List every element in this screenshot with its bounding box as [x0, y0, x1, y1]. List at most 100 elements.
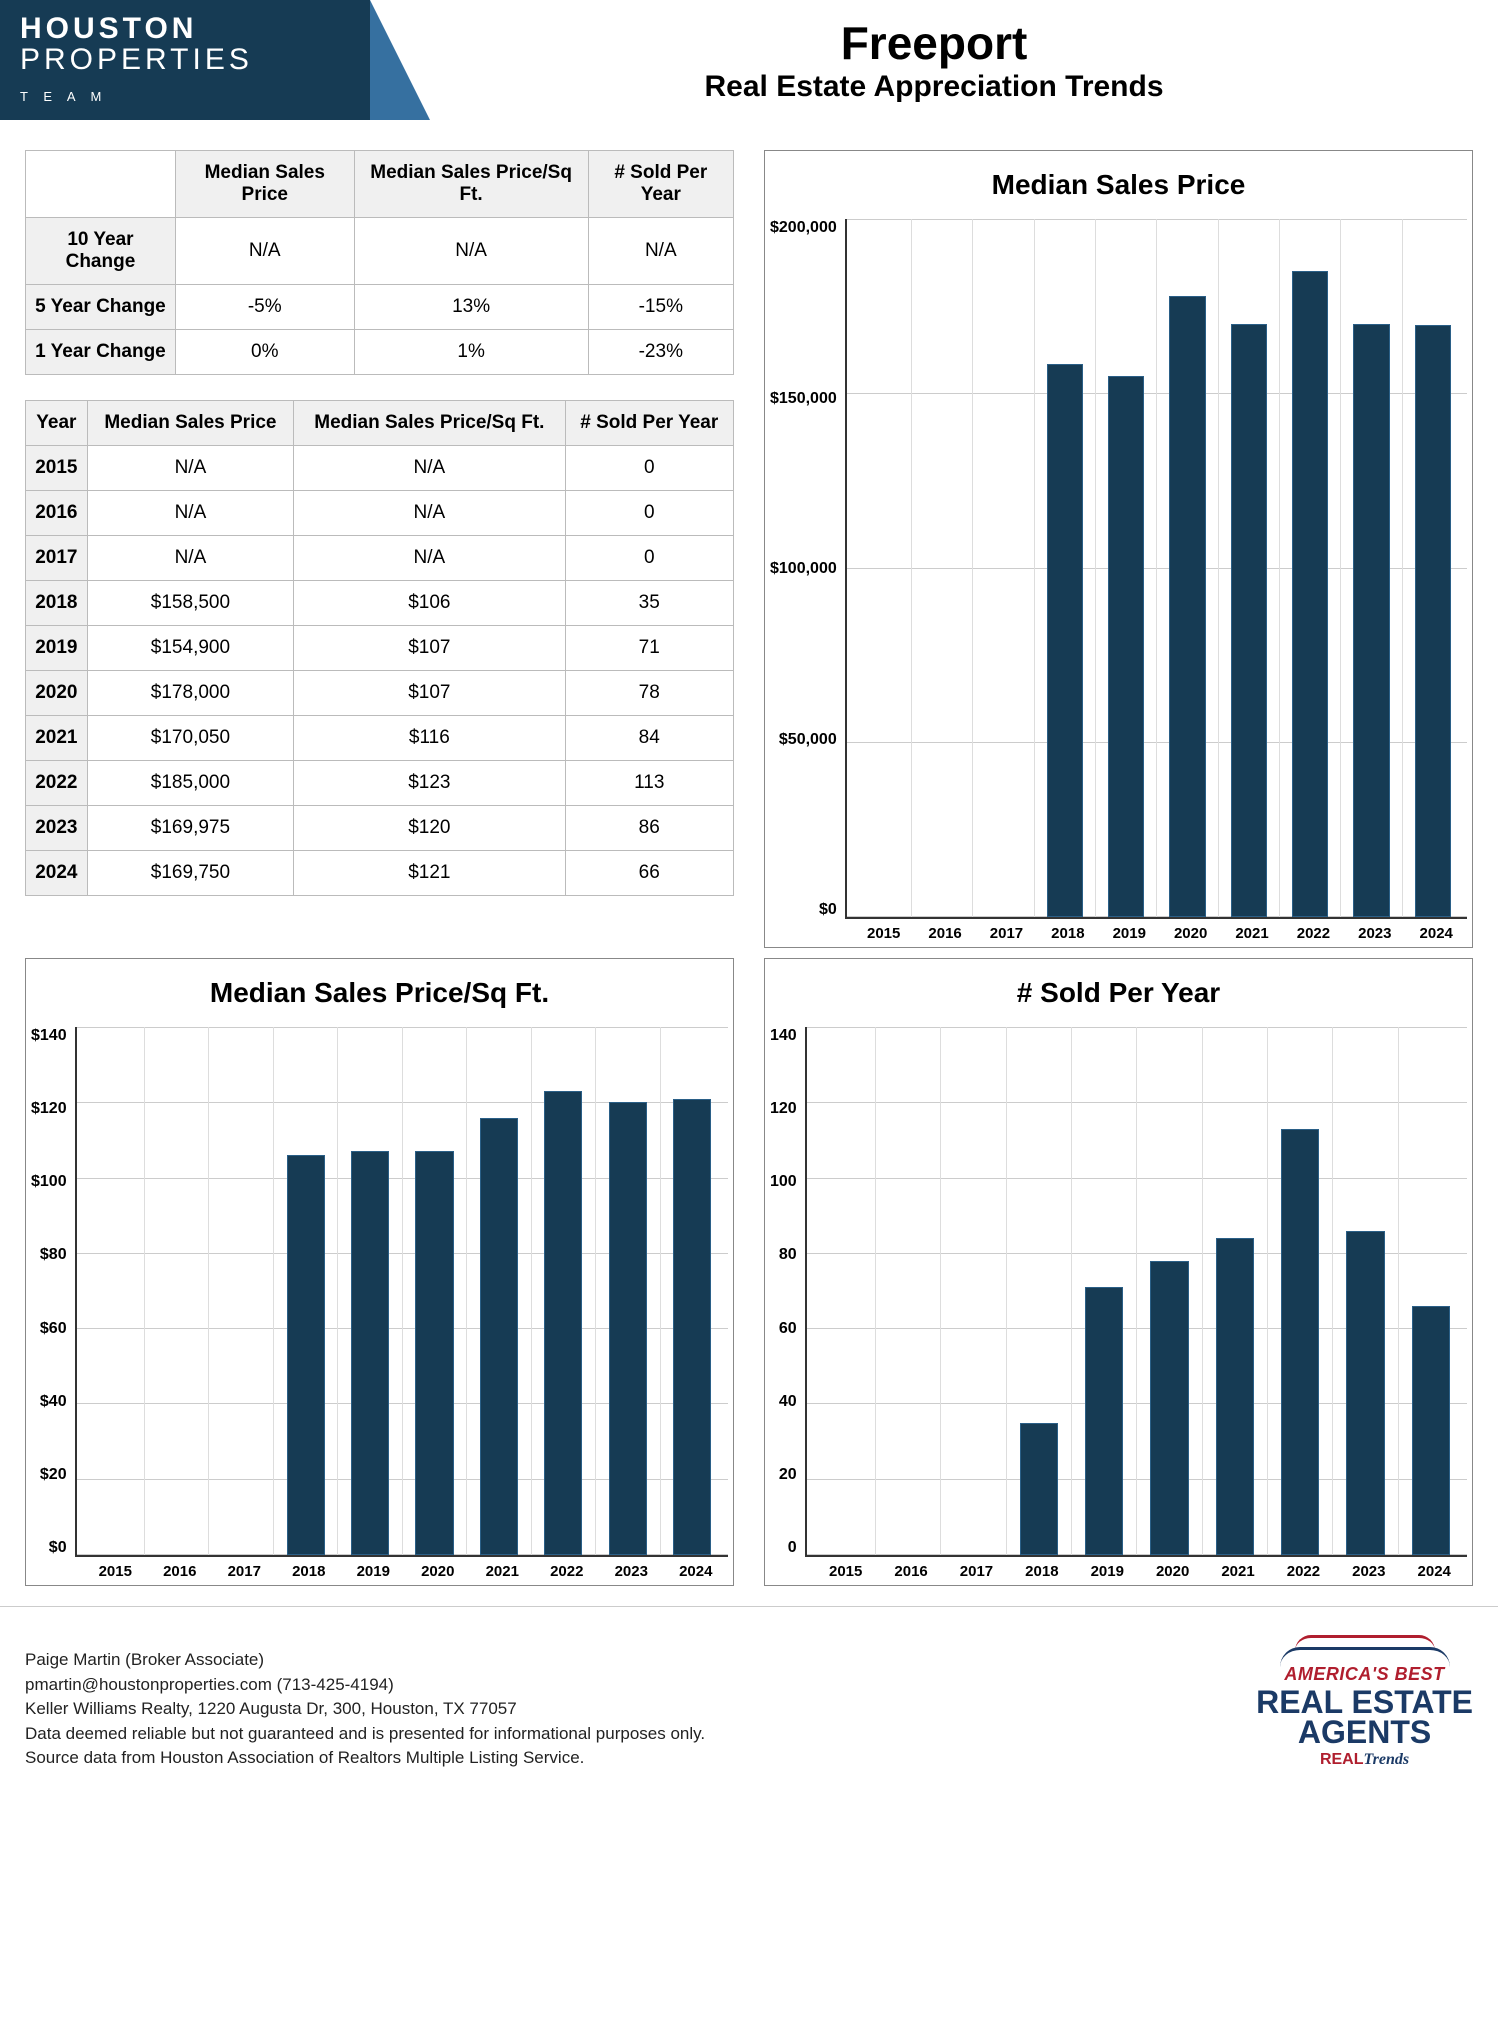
table-cell: 13% — [354, 285, 588, 330]
bar — [1169, 296, 1205, 917]
table-cell: 113 — [565, 761, 734, 806]
bar-slot — [1280, 219, 1341, 917]
chart-median-price: Median Sales Price $200,000$150,000$100,… — [764, 150, 1473, 948]
bar — [351, 1151, 389, 1555]
table-row: 2018$158,500$10635 — [26, 581, 734, 626]
y-tick-label: $120 — [31, 1100, 67, 1118]
x-axis: 2015201620172018201920202021202220232024 — [853, 925, 1467, 942]
y-tick-label: $20 — [40, 1466, 67, 1484]
footer-badge: AMERICA'S BEST REAL ESTATE AGENTS REALTr… — [1256, 1635, 1473, 1771]
bar-slot — [532, 1027, 596, 1555]
bar-slot — [1333, 1027, 1398, 1555]
table-header: Year — [26, 401, 88, 446]
y-tick-label: 60 — [779, 1320, 797, 1338]
table-cell: 0 — [565, 536, 734, 581]
table-row: 10 Year ChangeN/AN/AN/A — [26, 218, 734, 285]
x-tick-label: 2024 — [1418, 1563, 1451, 1580]
table-cell: 66 — [565, 851, 734, 896]
table-cell: N/A — [175, 218, 354, 285]
bar — [673, 1099, 711, 1555]
table-cell: -15% — [588, 285, 733, 330]
bar-slot — [1219, 219, 1280, 917]
bar — [1150, 1261, 1189, 1555]
bar — [1216, 1238, 1255, 1555]
y-tick-label: $100,000 — [770, 560, 837, 578]
bar — [1020, 1423, 1059, 1555]
bar-slot — [209, 1027, 273, 1555]
bar-slot — [1403, 219, 1463, 917]
table-row: 2019$154,900$10771 — [26, 626, 734, 671]
bar — [480, 1118, 518, 1555]
bar-slot — [851, 219, 912, 917]
footer-line: Keller Williams Realty, 1220 Augusta Dr,… — [25, 1697, 705, 1722]
table-cell: 0% — [175, 330, 354, 375]
x-tick-label: 2024 — [1420, 925, 1453, 942]
bar — [609, 1102, 647, 1555]
logo-line2: PROPERTIES — [20, 43, 253, 76]
bar — [544, 1091, 582, 1555]
x-tick-label: 2021 — [1235, 925, 1268, 942]
row-label: 2016 — [26, 491, 88, 536]
footer-line: Data deemed reliable but not guaranteed … — [25, 1722, 705, 1747]
footer: Paige Martin (Broker Associate)pmartin@h… — [0, 1606, 1498, 1811]
x-tick-label: 2023 — [1358, 925, 1391, 942]
x-tick-label: 2018 — [1051, 925, 1084, 942]
bar — [415, 1151, 453, 1555]
year-table: YearMedian Sales PriceMedian Sales Price… — [25, 400, 734, 896]
logo-text: HOUSTON PROPERTIES T E A M — [20, 13, 253, 108]
header: HOUSTON PROPERTIES T E A M Freeport Real… — [0, 0, 1498, 120]
table-cell: 0 — [565, 491, 734, 536]
y-tick-label: 140 — [770, 1027, 797, 1045]
y-tick-label: 100 — [770, 1173, 797, 1191]
bar — [1412, 1306, 1451, 1555]
change-table: Median Sales PriceMedian Sales Price/Sq … — [25, 150, 734, 375]
bar-slot — [1203, 1027, 1268, 1555]
y-tick-label: 120 — [770, 1100, 797, 1118]
table-cell: $170,050 — [87, 716, 294, 761]
table-cell: 86 — [565, 806, 734, 851]
x-tick-label: 2016 — [928, 925, 961, 942]
bar-slot — [973, 219, 1034, 917]
bar-slot — [274, 1027, 338, 1555]
table-cell: $154,900 — [87, 626, 294, 671]
x-tick-label: 2015 — [829, 1563, 862, 1580]
table-cell: $178,000 — [87, 671, 294, 716]
table-header — [26, 151, 176, 218]
row-label: 2020 — [26, 671, 88, 716]
y-tick-label: $200,000 — [770, 219, 837, 237]
bar-slot — [811, 1027, 876, 1555]
plot-area — [75, 1027, 728, 1557]
y-tick-label: $50,000 — [779, 731, 837, 749]
chart-title: Median Sales Price/Sq Ft. — [31, 977, 728, 1009]
table-row: 2024$169,750$12166 — [26, 851, 734, 896]
bar-slot — [1341, 219, 1402, 917]
table-cell: N/A — [294, 491, 565, 536]
bar — [1108, 376, 1144, 917]
table-cell: $107 — [294, 671, 565, 716]
bar — [1353, 324, 1389, 917]
y-tick-label: $100 — [31, 1173, 67, 1191]
table-cell: $169,750 — [87, 851, 294, 896]
footer-text: Paige Martin (Broker Associate)pmartin@h… — [25, 1648, 705, 1771]
x-tick-label: 2022 — [1297, 925, 1330, 942]
bar-slot — [145, 1027, 209, 1555]
x-tick-label: 2023 — [1352, 1563, 1385, 1580]
x-tick-label: 2019 — [357, 1563, 390, 1580]
x-tick-label: 2022 — [550, 1563, 583, 1580]
bar — [1281, 1129, 1320, 1555]
table-cell: $158,500 — [87, 581, 294, 626]
table-row: 1 Year Change0%1%-23% — [26, 330, 734, 375]
y-tick-label: 0 — [788, 1539, 797, 1557]
bar-slot — [876, 1027, 941, 1555]
row-label: 2019 — [26, 626, 88, 671]
bar-slot — [1137, 1027, 1202, 1555]
x-tick-label: 2016 — [163, 1563, 196, 1580]
row-label: 2021 — [26, 716, 88, 761]
y-tick-label: $80 — [40, 1246, 67, 1264]
table-row: 2015N/AN/A0 — [26, 446, 734, 491]
bar-slot — [1096, 219, 1157, 917]
table-row: 2020$178,000$10778 — [26, 671, 734, 716]
x-tick-label: 2017 — [228, 1563, 261, 1580]
x-tick-label: 2021 — [1221, 1563, 1254, 1580]
footer-line: Source data from Houston Association of … — [25, 1746, 705, 1771]
